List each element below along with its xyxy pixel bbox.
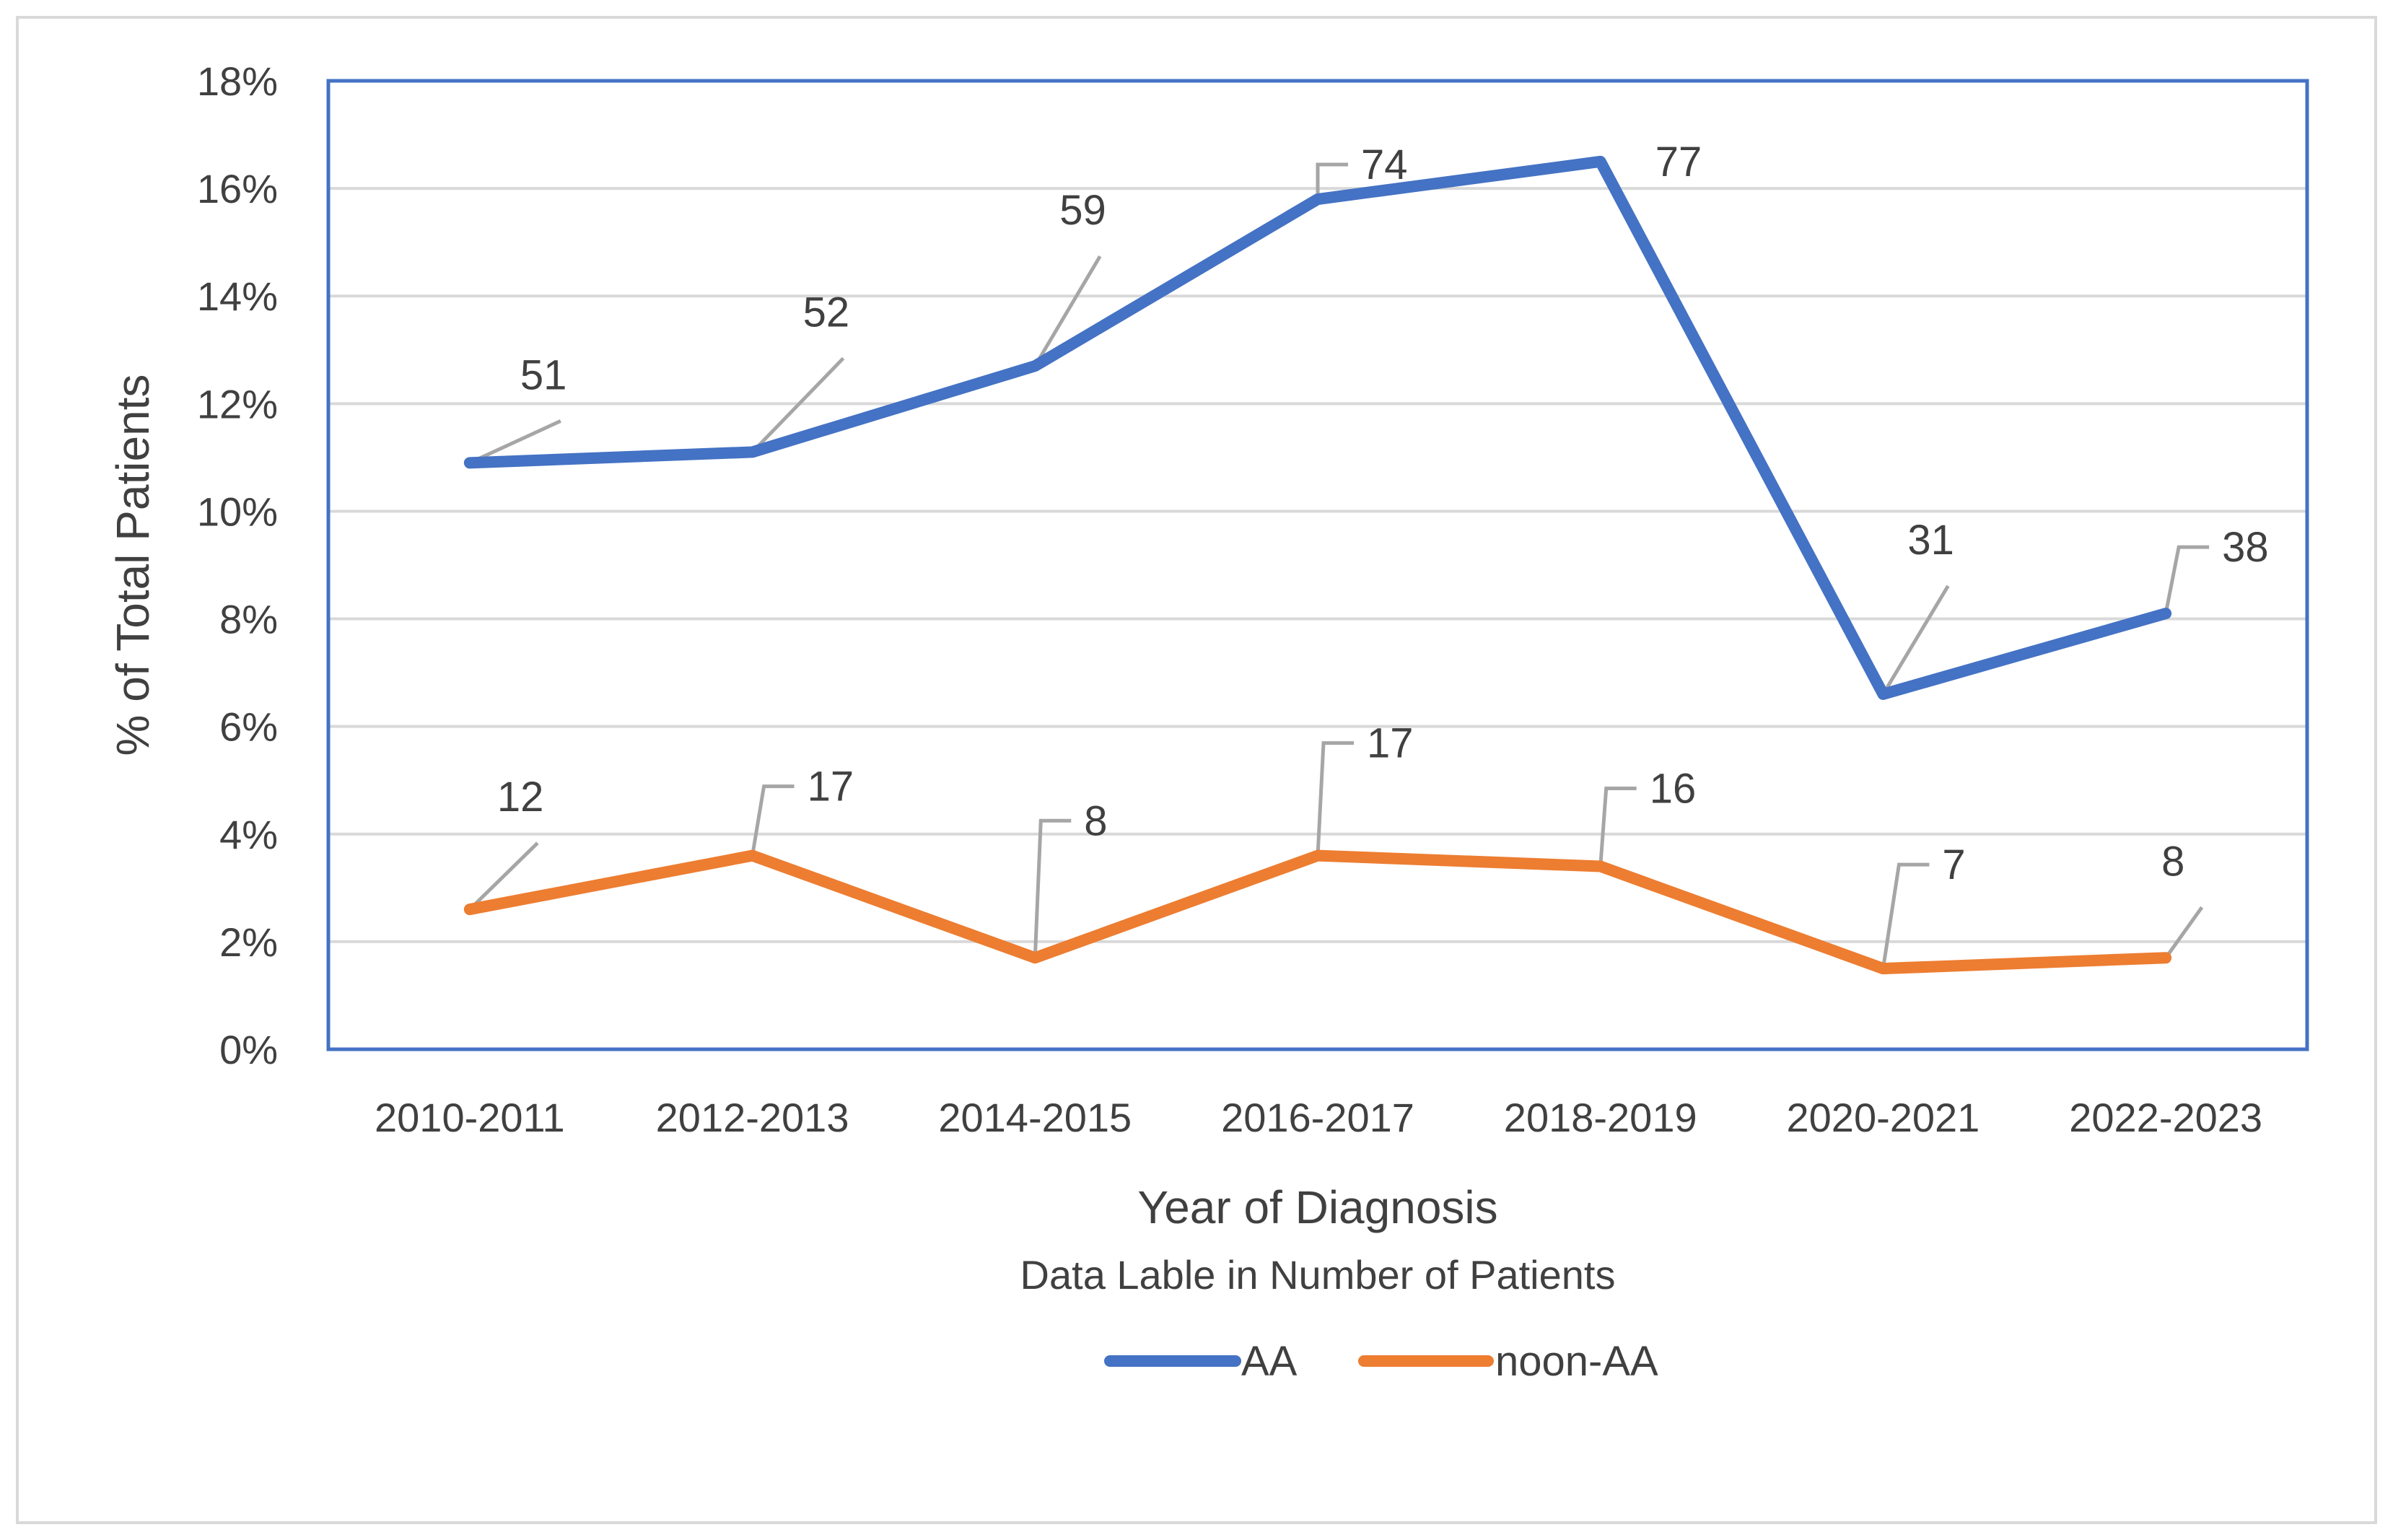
y-tick-label: 2% — [219, 919, 278, 965]
leader-line — [468, 419, 561, 465]
data-label-aa: 31 — [1907, 517, 1954, 564]
leader-line — [468, 841, 539, 911]
x-tick-label: 2016-2017 — [1221, 1095, 1414, 1140]
x-axis-title: Year of Diagnosis — [1137, 1181, 1497, 1233]
data-labels: 51 52 59 74 77 31 38 12 17 8 17 16 7 8 — [497, 139, 2269, 888]
series-lines — [463, 155, 2172, 975]
y-tick-label: 16% — [197, 166, 278, 211]
x-axis-ticks: 2010-2011 2012-2013 2014-2015 2016-2017 2018… — [375, 1095, 2262, 1140]
x-tick-label: 2020-2021 — [1787, 1095, 1980, 1140]
y-tick-label: 0% — [219, 1027, 278, 1072]
leader-line — [1881, 585, 1950, 696]
data-label-aa: 74 — [1361, 141, 1408, 188]
y-tick-label: 4% — [219, 812, 278, 857]
gridlines — [328, 79, 2307, 1051]
data-label-aa: 52 — [803, 289, 850, 336]
legend-label-noon-aa: noon-AA — [1495, 1338, 1658, 1385]
x-tick-label: 2010-2011 — [375, 1095, 565, 1140]
y-tick-label: 12% — [197, 381, 278, 426]
chart-subtitle: Data Lable in Number of Patients — [1020, 1252, 1616, 1298]
leader-line — [751, 784, 795, 857]
leader-line — [1033, 255, 1102, 367]
data-label-aa: 77 — [1655, 139, 1702, 185]
y-tick-label: 14% — [197, 274, 278, 319]
leader-line — [1316, 741, 1354, 856]
leader-line — [751, 356, 845, 454]
data-label-noon-aa: 8 — [2161, 838, 2184, 885]
y-tick-label: 6% — [219, 704, 278, 750]
series-line-aa — [463, 155, 2172, 700]
leader-line — [2164, 545, 2210, 614]
legend-label-aa: AA — [1241, 1338, 1298, 1385]
y-axis-title: % of Total Patients — [107, 375, 159, 756]
leader-line — [1316, 162, 1348, 200]
legend: AA noon-AA — [1104, 1338, 1658, 1385]
x-tick-label: 2018-2019 — [1504, 1095, 1697, 1140]
y-tick-label: 18% — [197, 58, 278, 104]
data-label-noon-aa: 7 — [1942, 841, 1965, 888]
y-axis-ticks: 0% 2% 4% 6% 8% 10% 12% 14% 16% 18% — [197, 58, 278, 1072]
y-tick-label: 10% — [197, 489, 278, 534]
x-tick-label: 2022-2023 — [2069, 1095, 2262, 1140]
y-tick-label: 8% — [219, 597, 278, 642]
data-label-aa: 38 — [2222, 524, 2269, 571]
data-label-noon-aa: 17 — [1367, 720, 1414, 767]
leader-line — [1598, 787, 1637, 867]
leader-line — [1033, 818, 1072, 958]
data-label-noon-aa: 17 — [808, 764, 854, 810]
series-line-noon-aa — [463, 849, 2172, 975]
data-label-aa: 59 — [1059, 187, 1106, 234]
leader-line — [2164, 906, 2204, 959]
data-label-aa: 51 — [520, 351, 567, 398]
x-tick-label: 2014-2015 — [938, 1095, 1132, 1140]
leader-line — [1881, 862, 1930, 969]
plot-area-border — [326, 79, 2309, 1051]
data-label-leader-lines — [468, 162, 2210, 969]
data-label-noon-aa: 8 — [1084, 797, 1107, 844]
data-label-noon-aa: 16 — [1650, 766, 1697, 813]
data-label-noon-aa: 12 — [497, 774, 544, 821]
x-tick-label: 2012-2013 — [656, 1095, 849, 1140]
